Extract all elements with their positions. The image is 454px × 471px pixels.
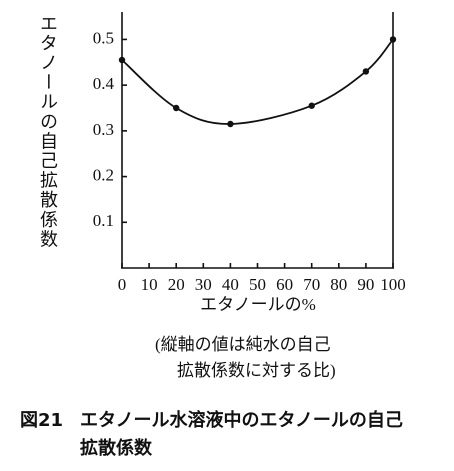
y-tick-label: 0.2 xyxy=(93,165,114,184)
point xyxy=(362,68,370,75)
x-tick-label: 40 xyxy=(222,275,239,294)
point xyxy=(173,104,180,112)
x-tick-label: 10 xyxy=(141,275,158,294)
point xyxy=(118,56,126,64)
x-axis-label: エタノールの% xyxy=(200,295,316,314)
y-tick-label: 0.4 xyxy=(93,74,115,93)
x-tick-label: 20 xyxy=(168,275,185,294)
x-tick-label: 90 xyxy=(357,275,374,294)
y-tick-label: 0.1 xyxy=(93,211,114,230)
note: (縦軸の値は純水の自己 xyxy=(155,335,331,354)
x-tick-label: 0 xyxy=(118,275,127,294)
x-tick-label: 60 xyxy=(276,275,293,294)
x-tick-label: 50 xyxy=(249,275,266,294)
curve xyxy=(121,38,394,125)
x-tick-label: 30 xyxy=(195,275,212,294)
y-axis-label: エタノールの自己拡散係数 xyxy=(38,14,58,249)
caption: エタノール水溶液中のエタノールの自己 xyxy=(80,409,403,431)
point xyxy=(308,102,315,109)
y-tick-label: 0.3 xyxy=(93,120,114,139)
note: 拡散係数に対する比) xyxy=(177,361,336,380)
point xyxy=(389,36,397,43)
x-tick-label: 100 xyxy=(380,275,406,294)
x-tick-label: 80 xyxy=(330,275,347,294)
point xyxy=(227,120,234,128)
caption: 拡散係数 xyxy=(80,437,153,459)
caption-number: 図21 xyxy=(20,410,63,431)
y-tick-label: 0.5 xyxy=(93,28,114,47)
x-tick-label: 70 xyxy=(303,275,320,294)
